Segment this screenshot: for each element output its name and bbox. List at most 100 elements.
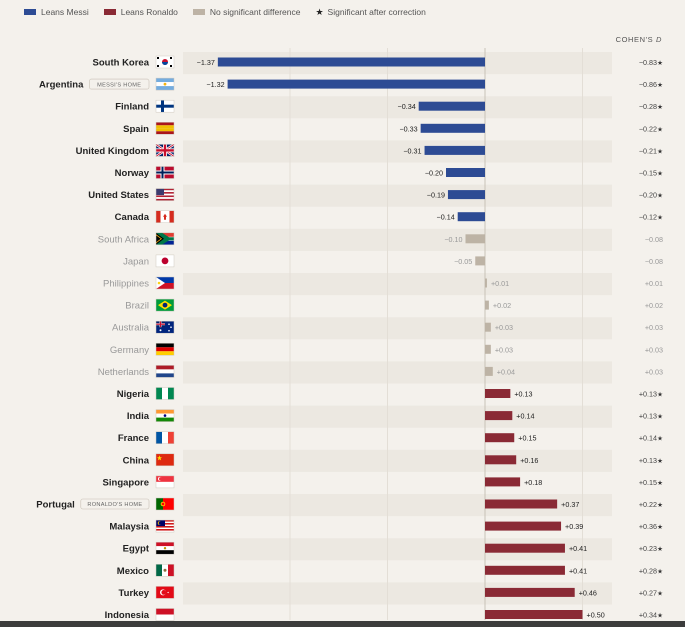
home-badge: [80, 498, 150, 510]
flag-part: [156, 351, 174, 356]
home-badge: [89, 78, 150, 90]
bar: [485, 499, 558, 509]
chart-row-japan: Japan −0.05 −0.08: [123, 256, 663, 267]
row-stripe: [183, 317, 612, 340]
value-label: +0.04: [497, 367, 515, 376]
chart-row-philippines: Philippines +0.01 +0.01: [103, 278, 663, 290]
cohens-d-value: −0.28: [639, 102, 657, 111]
legend-messi: Leans Messi: [24, 7, 89, 17]
flag-border: [155, 497, 175, 511]
flag-border: [155, 564, 175, 577]
cohens-d-value: +0.23: [639, 544, 657, 553]
flag-part: [160, 210, 165, 223]
cohens-d-value: +0.03: [645, 345, 663, 354]
star-icon: ★: [657, 612, 663, 620]
flag-part: [156, 195, 174, 198]
bar: [485, 366, 493, 376]
flag-border: [155, 188, 175, 201]
flag-border: [155, 608, 175, 621]
bar: [457, 212, 485, 222]
bar: [446, 168, 485, 177]
flag-icon: [155, 497, 175, 511]
flag-part: [156, 210, 161, 223]
flag-part: [156, 343, 174, 348]
flag-icon: [155, 99, 175, 113]
country-label: United States: [88, 190, 149, 201]
flag-part: [170, 326, 172, 328]
flag-icon: [155, 608, 175, 621]
star-icon: ★: [657, 391, 663, 399]
flag-part: [156, 197, 174, 199]
flag-part: [156, 431, 162, 444]
bar: [485, 543, 565, 553]
flag-part: [165, 210, 170, 223]
flag-icon: [155, 276, 175, 290]
bar: [485, 344, 491, 354]
flag-part: [162, 302, 168, 308]
flag-part: [161, 257, 169, 265]
value-label: +0.46: [579, 588, 597, 597]
bar: [485, 322, 491, 332]
cohens-d-value: +0.14: [639, 434, 657, 443]
legend: Leans Messi Leans Ronaldo No significant…: [24, 5, 441, 19]
value-label: −0.34: [398, 102, 416, 111]
flag-part: [156, 277, 165, 289]
flag-border: [155, 99, 175, 113]
row-stripe: [183, 273, 612, 296]
flag-part: [163, 213, 167, 220]
flag-part: [156, 417, 174, 422]
country-label: South Africa: [98, 234, 150, 245]
chart-row-nigeria: Nigeria +0.13 +0.13 ★: [117, 389, 663, 400]
bar: [420, 123, 485, 133]
value-label: +0.16: [520, 456, 538, 465]
chart-row-singapore: Singapore +0.18 +0.15 ★: [103, 477, 663, 488]
flag-part: [156, 128, 174, 132]
cohens-d-value: +0.22: [639, 500, 657, 509]
flag-icon: [155, 387, 175, 400]
value-label: +0.03: [495, 323, 513, 332]
chart-row-norway: Norway −0.20 −0.15 ★: [115, 168, 663, 179]
flag-icon: [155, 298, 175, 312]
row-stripe: [183, 184, 612, 207]
flag-icon: [155, 541, 175, 555]
cohens-d-value: −0.08: [645, 235, 663, 244]
chart-row-germany: Germany +0.03 +0.03: [110, 344, 663, 356]
flag-part: [156, 188, 164, 196]
flag-part: [161, 590, 167, 595]
star-icon: ★: [657, 103, 663, 111]
flag-part: [163, 547, 167, 550]
country-label: South Korea: [93, 58, 150, 69]
chart-row-united-states: United States −0.19 −0.20 ★: [88, 190, 663, 201]
flag-icon: [155, 122, 175, 135]
cohens-d-value: +0.02: [645, 301, 663, 310]
flag-icon: [155, 431, 175, 444]
flag-part: [161, 502, 165, 506]
value-label: −0.10: [444, 235, 462, 244]
value-label: −0.20: [425, 169, 443, 178]
star-icon: ★: [657, 435, 663, 443]
flag-border: [155, 298, 175, 312]
cohens-d-value: +0.27: [639, 588, 657, 597]
country-label: Philippines: [103, 279, 149, 290]
country-label: Australia: [112, 323, 150, 334]
chart-row-indonesia: Indonesia +0.50 +0.34 ★: [105, 610, 663, 621]
flag-part: [168, 387, 174, 400]
flag-icon: [155, 232, 175, 246]
bar: [485, 278, 487, 288]
value-label: +0.01: [491, 279, 509, 288]
value-label: +0.18: [524, 478, 542, 487]
value-label: −0.14: [437, 213, 455, 222]
flag-part: [156, 498, 163, 510]
cohens-d-value: +0.34: [639, 611, 657, 620]
star-icon: ★: [657, 545, 663, 553]
bar: [447, 190, 485, 200]
cohens-d-header: COHEN'S D: [616, 35, 662, 44]
star-icon: ★: [657, 147, 663, 155]
star-icon: ★: [657, 501, 663, 509]
flag-part: [168, 431, 174, 444]
flag-border: [155, 144, 175, 157]
value-label: +0.13: [514, 390, 532, 399]
country-label: Singapore: [103, 477, 149, 488]
cohens-d-value: +0.13: [639, 456, 657, 465]
chart-row-china: China +0.16 +0.13 ★: [123, 455, 663, 466]
